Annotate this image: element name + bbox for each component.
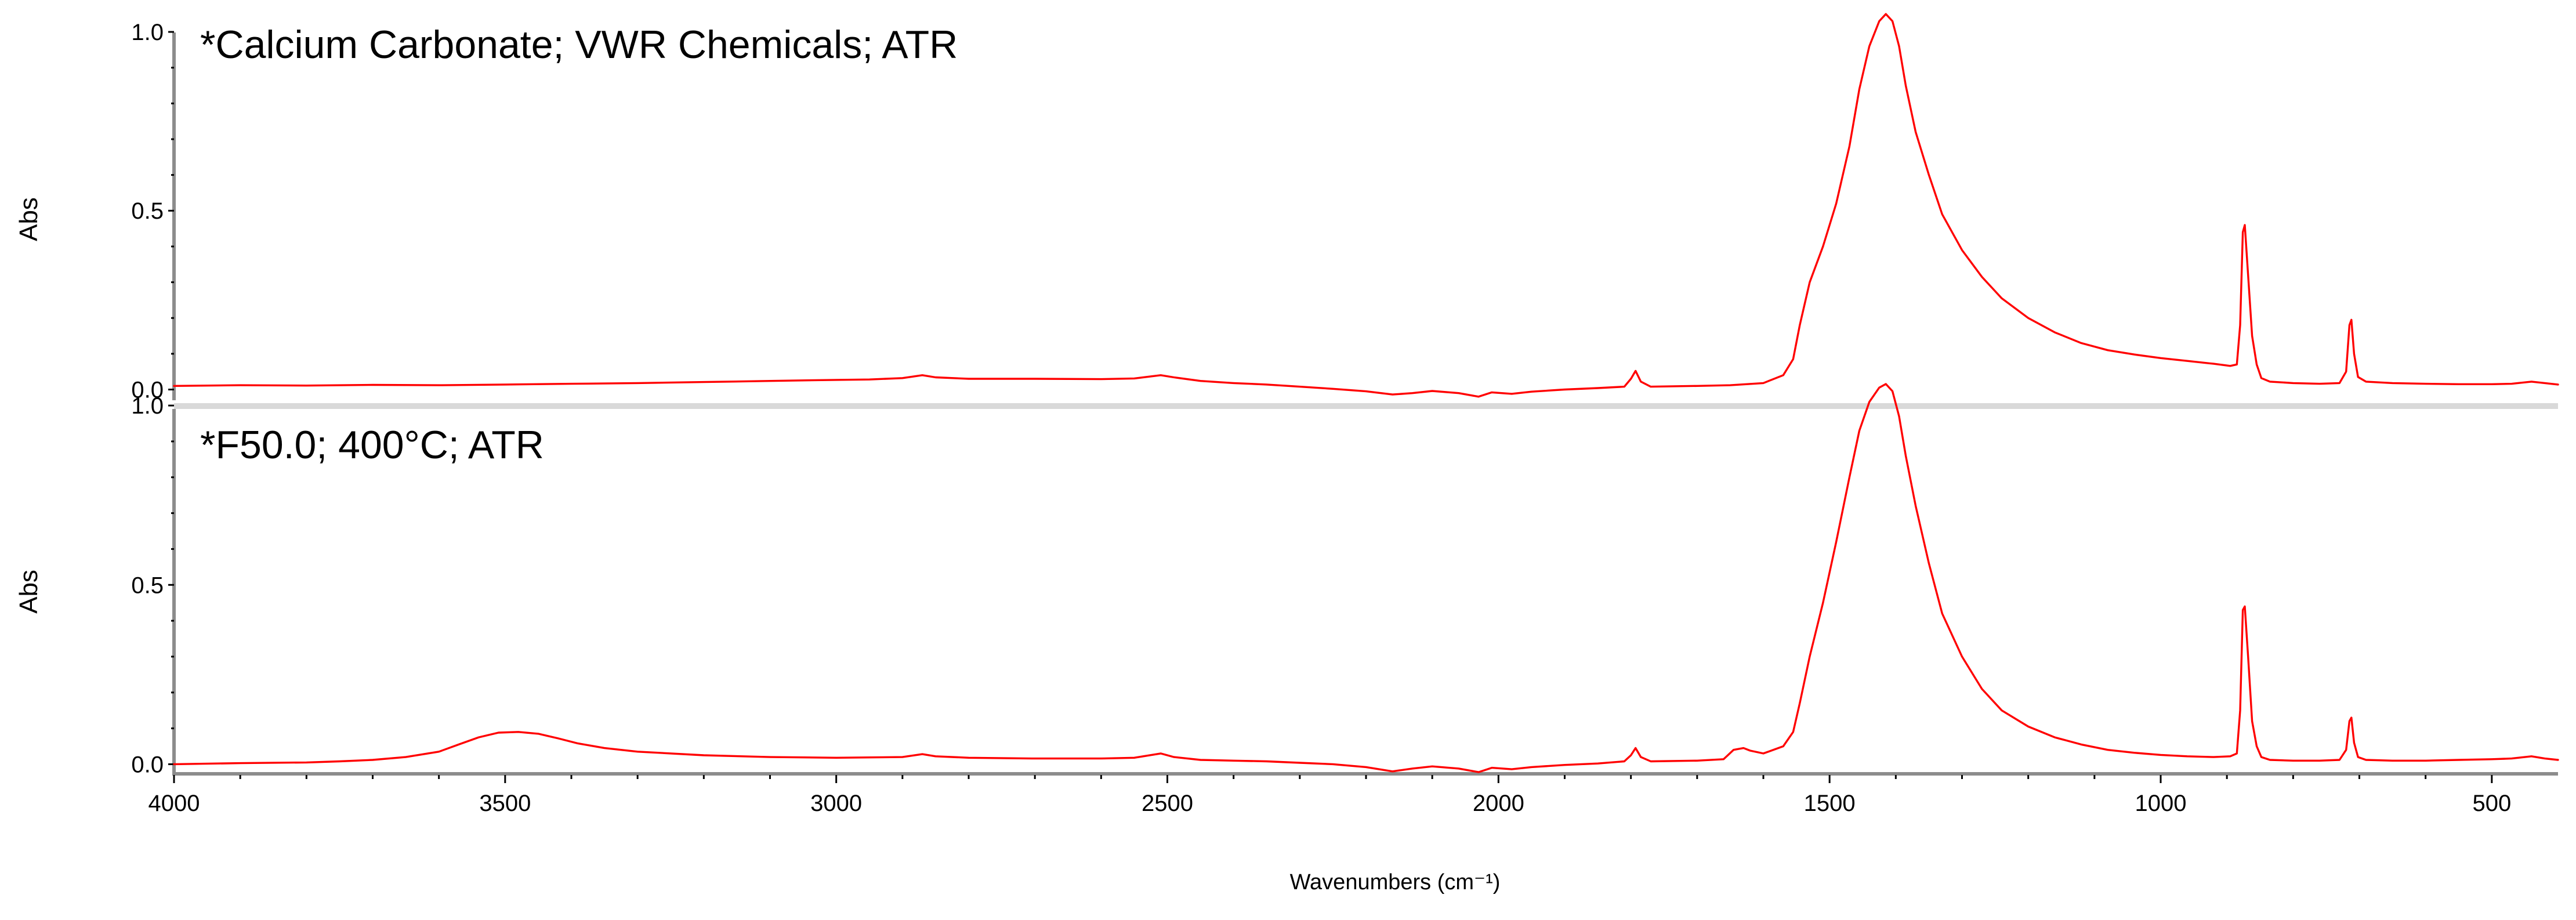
bottom-panel-spectrum-line: [173, 383, 2559, 773]
x-axis-tick-label: 2000: [1473, 791, 1524, 816]
x-axis-label: Wavenumbers (cm⁻¹): [1290, 870, 1501, 894]
top-panel-spectrum-line: [173, 13, 2559, 398]
top-panel-y-axis-label: Abs: [15, 197, 43, 241]
top-panel-y-tick-label: 0.5: [131, 198, 164, 224]
x-axis-tick-labels: 4000 3500 3000 2500 2000 1500 1000 500: [148, 791, 2512, 816]
bottom-panel-y-tick-label: 1.0: [131, 393, 164, 419]
x-axis-tick-label: 1500: [1804, 791, 1856, 816]
bottom-panel-y-tick-labels: 0.0 0.5 1.0: [131, 393, 164, 777]
top-panel-title: *Calcium Carbonate; VWR Chemicals; ATR: [200, 23, 958, 67]
x-axis-tick-label: 2500: [1142, 791, 1193, 816]
bottom-panel-y-axis-label: Abs: [15, 570, 43, 614]
x-axis-tick-marks: [173, 775, 2493, 783]
x-axis-tick-label: 3000: [810, 791, 862, 816]
bottom-panel-y-tick-label: 0.0: [131, 752, 164, 777]
x-axis-tick-label: 1000: [2135, 791, 2187, 816]
x-axis-tick-label: 4000: [148, 791, 200, 816]
top-panel-y-tick-label: 0.0: [131, 378, 164, 403]
bottom-panel: 0.0 0.5 1.0 4000 3500 3000 2500 2000 1500 1000 50…: [15, 383, 2559, 894]
x-axis-tick-label: 500: [2472, 791, 2511, 816]
bottom-panel-title: *F50.0; 400°C; ATR: [200, 423, 544, 467]
top-panel-y-tick-label: 1.0: [131, 20, 164, 45]
top-panel-y-tick-marks: [168, 31, 174, 391]
bottom-panel-y-tick-label: 0.5: [131, 573, 164, 598]
top-panel-y-tick-labels: 0.0 0.5 1.0: [131, 20, 164, 403]
top-panel: 0.0 0.5 1.0 Abs *Calcium Carbonate; VWR Ch…: [15, 13, 2559, 403]
bottom-panel-y-tick-marks: [168, 404, 174, 765]
x-axis-tick-label: 3500: [479, 791, 531, 816]
